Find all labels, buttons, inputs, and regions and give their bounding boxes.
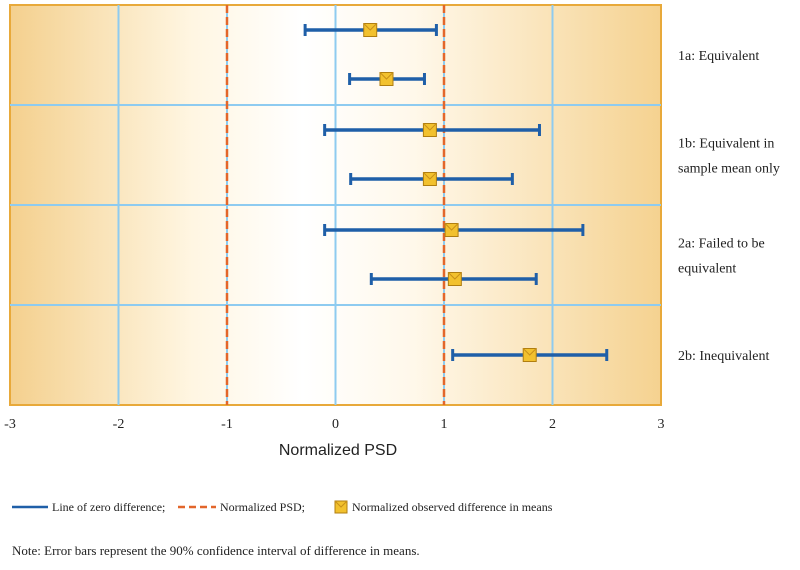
legend-label-zero-line: Line of zero difference; [52, 499, 166, 514]
reference-lines [225, 5, 446, 405]
legend-item-zero-line: Line of zero difference; [12, 495, 165, 519]
x-tick-label: 2 [549, 417, 556, 432]
footnote: Note: Error bars represent the 90% confi… [12, 543, 420, 558]
mean-marker-bevel [522, 348, 537, 356]
group-label: equivalent [678, 262, 736, 277]
x-tick-label: 1 [441, 417, 448, 432]
x-tick-label: 0 [332, 417, 339, 432]
legend-label-mean-marker: Normalized observed difference in means [352, 499, 553, 514]
x-axis-ticks: -3 -2 -1 0 1 2 3 [4, 417, 664, 432]
group-label: 2b: Inequivalent [678, 349, 769, 364]
x-tick-label: -1 [221, 417, 233, 432]
legend: Line of zero difference; Normalized PSD;… [12, 495, 792, 519]
legend-label-psd: Normalized PSD; [220, 499, 305, 514]
x-axis-title: Normalized PSD [279, 442, 397, 459]
legend-swatch-zero-line [12, 505, 48, 509]
group-label: 1b: Equivalent in [678, 137, 774, 152]
legend-swatch-psd [178, 505, 216, 509]
mean-marker-bevel [363, 23, 378, 31]
error-bars [303, 23, 609, 362]
group-label: sample mean only [678, 162, 780, 177]
x-tick-label: -2 [113, 417, 125, 432]
mean-marker-bevel [423, 172, 437, 180]
mean-marker-bevel [379, 72, 394, 80]
group-label: 1a: Equivalent [678, 49, 759, 64]
x-tick-label: 3 [658, 417, 665, 432]
mean-marker-bevel [447, 272, 462, 280]
mean-marker-bevel [444, 223, 459, 231]
x-tick-label: -3 [4, 417, 16, 432]
group-labels: 1a: Equivalent 1b: Equivalent in sample me… [678, 49, 780, 364]
legend-swatch-mean-marker [334, 500, 348, 514]
group-label: 2a: Failed to be [678, 237, 765, 252]
mean-marker-bevel [423, 123, 437, 131]
legend-item-psd: Normalized PSD; [178, 495, 305, 519]
legend-item-mean-marker: Normalized observed difference in means [334, 495, 552, 519]
chart: -3 -2 -1 0 1 2 3 1a: Equivalent 1b: Equivalent … [4, 4, 780, 459]
